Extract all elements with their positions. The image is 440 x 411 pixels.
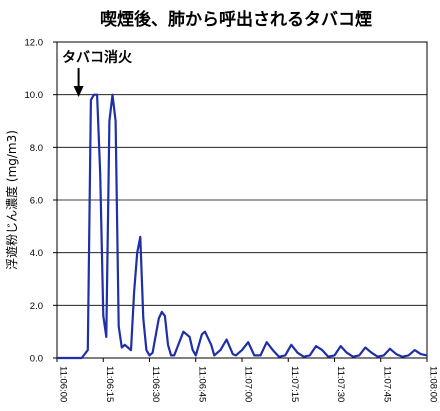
annotation-label: タバコ消火	[62, 49, 133, 66]
y-tick-label: 6.0	[30, 196, 43, 207]
y-tick-label: 10.0	[25, 90, 44, 101]
x-tick-label: 11:08:00	[428, 366, 439, 402]
annotation-arrow-icon	[73, 68, 84, 97]
grid	[57, 94, 427, 306]
x-tick-label: 11:07:30	[335, 366, 346, 402]
x-tick-label: 11:06:00	[58, 366, 69, 402]
plot-area-border	[56, 41, 428, 359]
x-tick-label: 11:07:45	[381, 366, 392, 402]
y-axis-label: 浮遊粉じん濃度 (mg/m3)	[4, 130, 19, 270]
x-tick-label: 11:07:15	[289, 366, 300, 402]
x-tick-label: 11:06:15	[104, 366, 115, 402]
chart-title: 喫煙後、肺から呼出されるタバコ煙	[100, 9, 372, 30]
y-tick-label: 4.0	[30, 248, 43, 259]
y-tick-label: 12.0	[25, 38, 44, 49]
y-tick-label: 0.0	[30, 354, 43, 365]
x-tick-label: 11:06:45	[196, 366, 207, 402]
x-tick-label: 11:07:00	[243, 366, 254, 402]
y-tick-label: 2.0	[30, 301, 43, 312]
y-axis-ticks: 0.0 2.0 4.0 6.0 8.0 10.0 12.0	[25, 38, 57, 365]
x-axis-ticks: 11:06:00 11:06:15 11:06:30 11:06:45 11:07:00…	[56, 358, 439, 402]
y-tick-label: 8.0	[30, 143, 43, 154]
series-line	[57, 93, 428, 360]
x-tick-label: 11:06:30	[150, 366, 161, 402]
annotation-arrow-head	[73, 86, 84, 97]
